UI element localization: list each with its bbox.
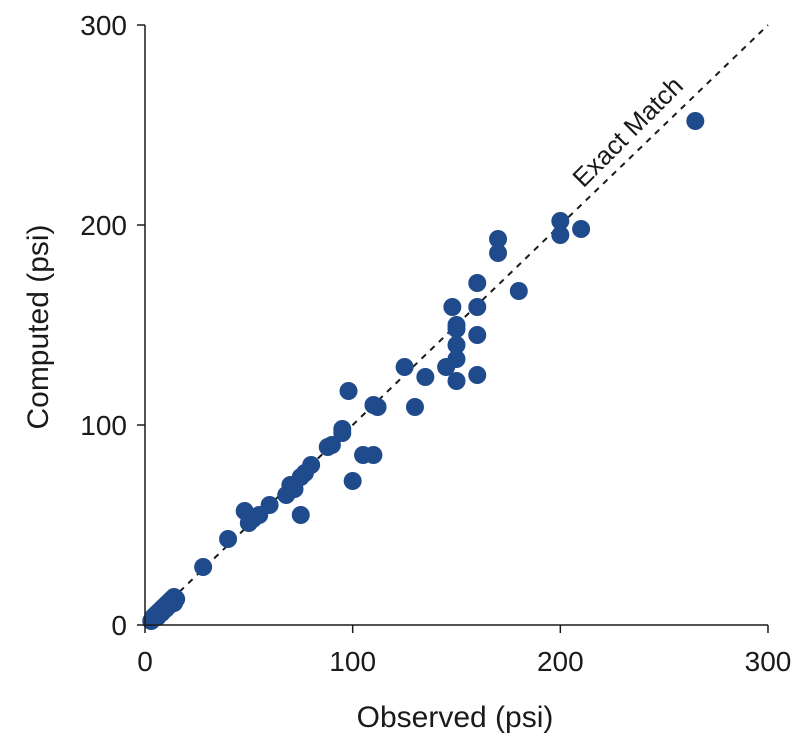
data-point bbox=[260, 496, 279, 514]
data-point bbox=[686, 112, 705, 130]
x-tick-label: 100 bbox=[329, 646, 376, 677]
data-point bbox=[333, 420, 352, 438]
x-tick-label: 0 bbox=[137, 646, 153, 677]
y-tick-label: 200 bbox=[80, 210, 127, 241]
data-point bbox=[509, 282, 528, 300]
y-axis-title: Computed (psi) bbox=[22, 224, 55, 429]
data-point bbox=[368, 398, 387, 416]
data-point bbox=[405, 398, 424, 416]
data-point bbox=[447, 350, 466, 368]
data-point bbox=[416, 368, 435, 386]
data-point bbox=[219, 530, 238, 548]
data-point bbox=[364, 446, 383, 464]
data-point bbox=[339, 382, 358, 400]
y-tick-label: 0 bbox=[111, 610, 127, 641]
data-point bbox=[302, 456, 321, 474]
data-point bbox=[322, 436, 341, 454]
data-point bbox=[447, 336, 466, 354]
data-point bbox=[447, 320, 466, 338]
data-point bbox=[194, 558, 213, 576]
data-point bbox=[443, 298, 462, 316]
x-tick-label: 200 bbox=[537, 646, 584, 677]
data-point bbox=[468, 326, 487, 344]
data-point bbox=[551, 212, 570, 230]
data-point bbox=[572, 220, 591, 238]
data-point bbox=[468, 274, 487, 292]
data-point bbox=[468, 298, 487, 316]
data-point bbox=[551, 226, 570, 244]
data-point bbox=[489, 244, 508, 262]
data-point bbox=[489, 230, 508, 248]
data-point bbox=[165, 594, 184, 612]
data-point bbox=[468, 366, 487, 384]
data-point bbox=[343, 472, 362, 490]
data-points-layer bbox=[142, 112, 705, 630]
axes-layer: 0 100 200 300 0 100 200 300 bbox=[80, 10, 791, 677]
y-tick-label: 300 bbox=[80, 10, 127, 41]
y-tick-label: 100 bbox=[80, 410, 127, 441]
data-point bbox=[395, 358, 414, 376]
data-point bbox=[447, 372, 466, 390]
exact-match-label: Exact Match bbox=[566, 70, 688, 192]
x-axis-title: Observed (psi) bbox=[357, 701, 554, 734]
data-point bbox=[291, 506, 310, 524]
x-tick-label: 300 bbox=[745, 646, 792, 677]
